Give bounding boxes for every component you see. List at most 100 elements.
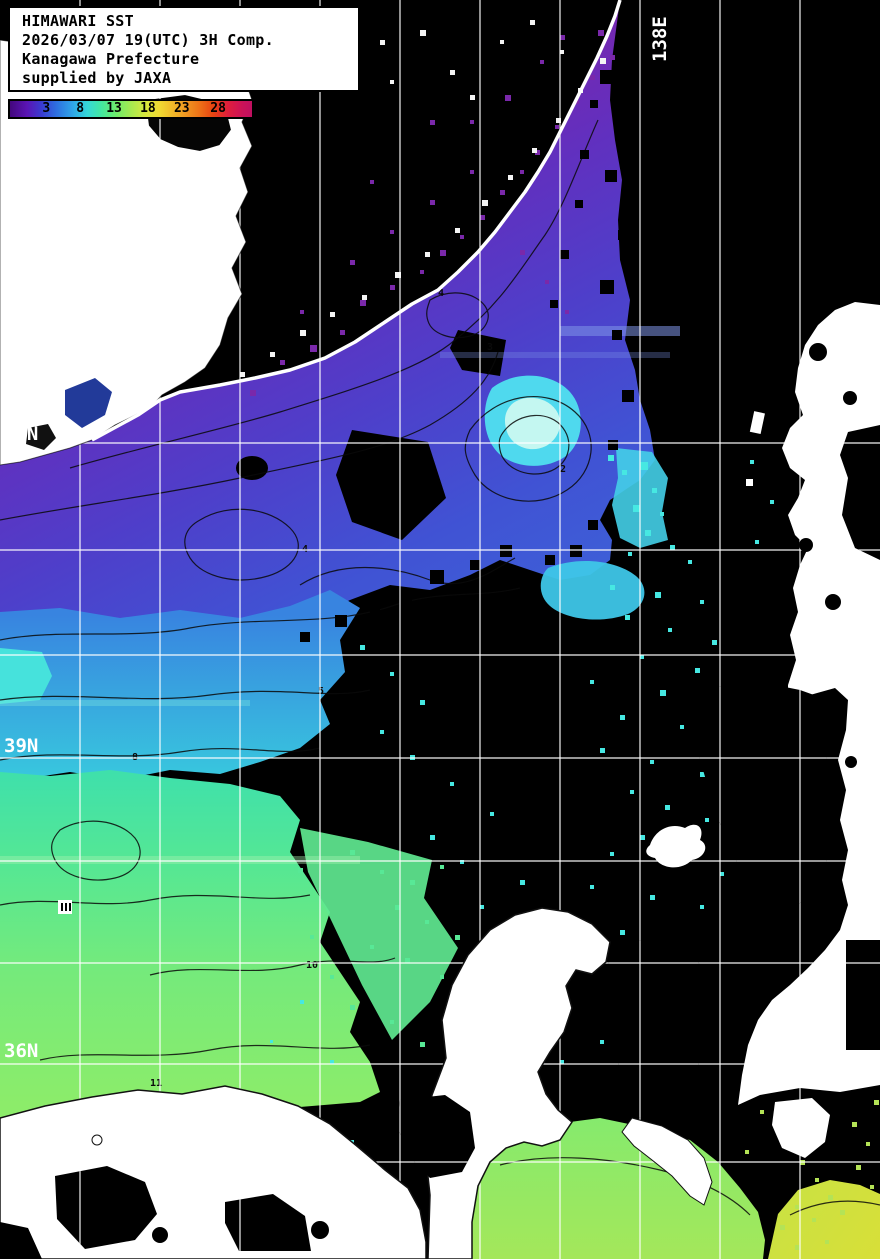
black-speckle (560, 250, 569, 259)
contour-value-label: 5 (318, 686, 324, 697)
green-speckle (350, 1005, 355, 1010)
white-speckle (330, 312, 335, 317)
black-speckle (300, 632, 310, 642)
cyan-speckle (622, 470, 627, 475)
cyan-speckle (700, 772, 705, 777)
cyan-speckle (460, 860, 464, 864)
purple-speckle (440, 250, 446, 256)
black-speckle (470, 560, 480, 570)
purple-speckle (520, 250, 525, 255)
cyan-speckle (630, 790, 634, 794)
yellowgreen-speckle (825, 1240, 829, 1244)
green-speckle (390, 1020, 394, 1024)
yellowgreen-speckle (828, 1195, 833, 1200)
white-speckle (532, 148, 537, 153)
cyan-speckle (712, 640, 717, 645)
islet-c (91, 1134, 103, 1146)
cyan-speckle (300, 1000, 304, 1004)
islet-b (746, 479, 753, 486)
cyan-speckle (660, 690, 666, 696)
green-speckle (425, 920, 429, 924)
yellowgreen-speckle (812, 1218, 816, 1222)
geo-label-42n: 42N (4, 423, 38, 445)
green-speckle (455, 935, 460, 940)
right-edge-dark-strip (846, 940, 880, 1050)
purple-speckle (430, 120, 435, 125)
black-speckle (615, 120, 625, 130)
cyan-speckle (380, 730, 384, 734)
white-speckle (395, 272, 401, 278)
coastline-strip (91, 0, 622, 442)
colorbar-tick: 13 (106, 101, 122, 116)
cyan-speckle (560, 1060, 564, 1064)
white-speckle (508, 175, 513, 180)
green-speckle (440, 865, 444, 869)
cyan-patch-leftedge (0, 648, 52, 704)
yellowgreen-speckle (760, 1110, 764, 1114)
purple-speckle (480, 215, 485, 220)
cyan-speckle (330, 1060, 334, 1064)
white-speckle (420, 30, 426, 36)
white-speckle (556, 118, 561, 123)
cyan-speckle (700, 905, 704, 909)
white-speckle (560, 50, 564, 54)
cyan-speckle (770, 500, 774, 504)
cyan-speckle (655, 592, 661, 598)
white-speckle (482, 200, 488, 206)
purple-speckle (545, 280, 549, 284)
purple-speckle (535, 150, 540, 155)
black-speckle (335, 615, 347, 627)
band-artifact-3 (0, 856, 360, 864)
yellowgreen-speckle (852, 1122, 857, 1127)
land-noto-peninsula (423, 907, 611, 1259)
purple-speckle (360, 300, 366, 306)
white-speckle (500, 40, 504, 44)
black-speckle (500, 545, 512, 557)
sst-region-midleft (0, 590, 360, 780)
contour-value-label: 3 (487, 342, 493, 353)
colorbar-tick: 3 (42, 101, 51, 116)
sst-region-yellowcorner (768, 1180, 880, 1259)
cyan-speckle (360, 645, 365, 650)
purple-speckle (310, 345, 317, 352)
colorbar-tick: 8 (76, 101, 85, 116)
sst-region-north (0, 0, 655, 660)
yellowgreen-speckle (795, 1205, 799, 1209)
white-speckle (390, 80, 394, 84)
cyan-speckle (645, 530, 651, 536)
cyan-speckle (650, 895, 655, 900)
cyan-speckle (640, 835, 645, 840)
cyan-speckle (720, 872, 724, 876)
purple-speckle (505, 95, 511, 101)
purple-speckle (370, 180, 374, 184)
black-speckle (600, 280, 614, 294)
black-speckle (545, 555, 555, 565)
cyan-speckle (480, 905, 484, 909)
cyan-speckle (700, 600, 704, 604)
purple-speckle (540, 60, 544, 64)
white-speckle (455, 228, 460, 233)
cyan-speckle (430, 835, 435, 840)
cyan-speckle (490, 812, 494, 816)
green-speckle (380, 870, 384, 874)
purple-speckle (565, 310, 569, 314)
purple-speckle (470, 170, 474, 174)
cyan-speckle (610, 852, 614, 856)
white-speckle (425, 252, 430, 257)
white-speckle (300, 330, 306, 336)
sst-green-arm (300, 828, 458, 1040)
cyan-speckle (688, 560, 692, 564)
tiny-island (58, 900, 72, 914)
black-speckle (600, 70, 614, 84)
cyan-speckle (695, 668, 700, 673)
band-artifact-2 (440, 352, 670, 358)
cyan-speckle (620, 930, 625, 935)
green-speckle (440, 975, 444, 979)
cloud-hole-3 (450, 330, 506, 376)
cloud-hole-2 (236, 456, 268, 480)
contour-value-label: 11 (150, 1078, 162, 1089)
green-speckle (330, 975, 334, 979)
yellowgreen-speckle (870, 1185, 874, 1189)
cyan-speckle (668, 628, 672, 632)
cloud-hole-1 (336, 430, 446, 540)
